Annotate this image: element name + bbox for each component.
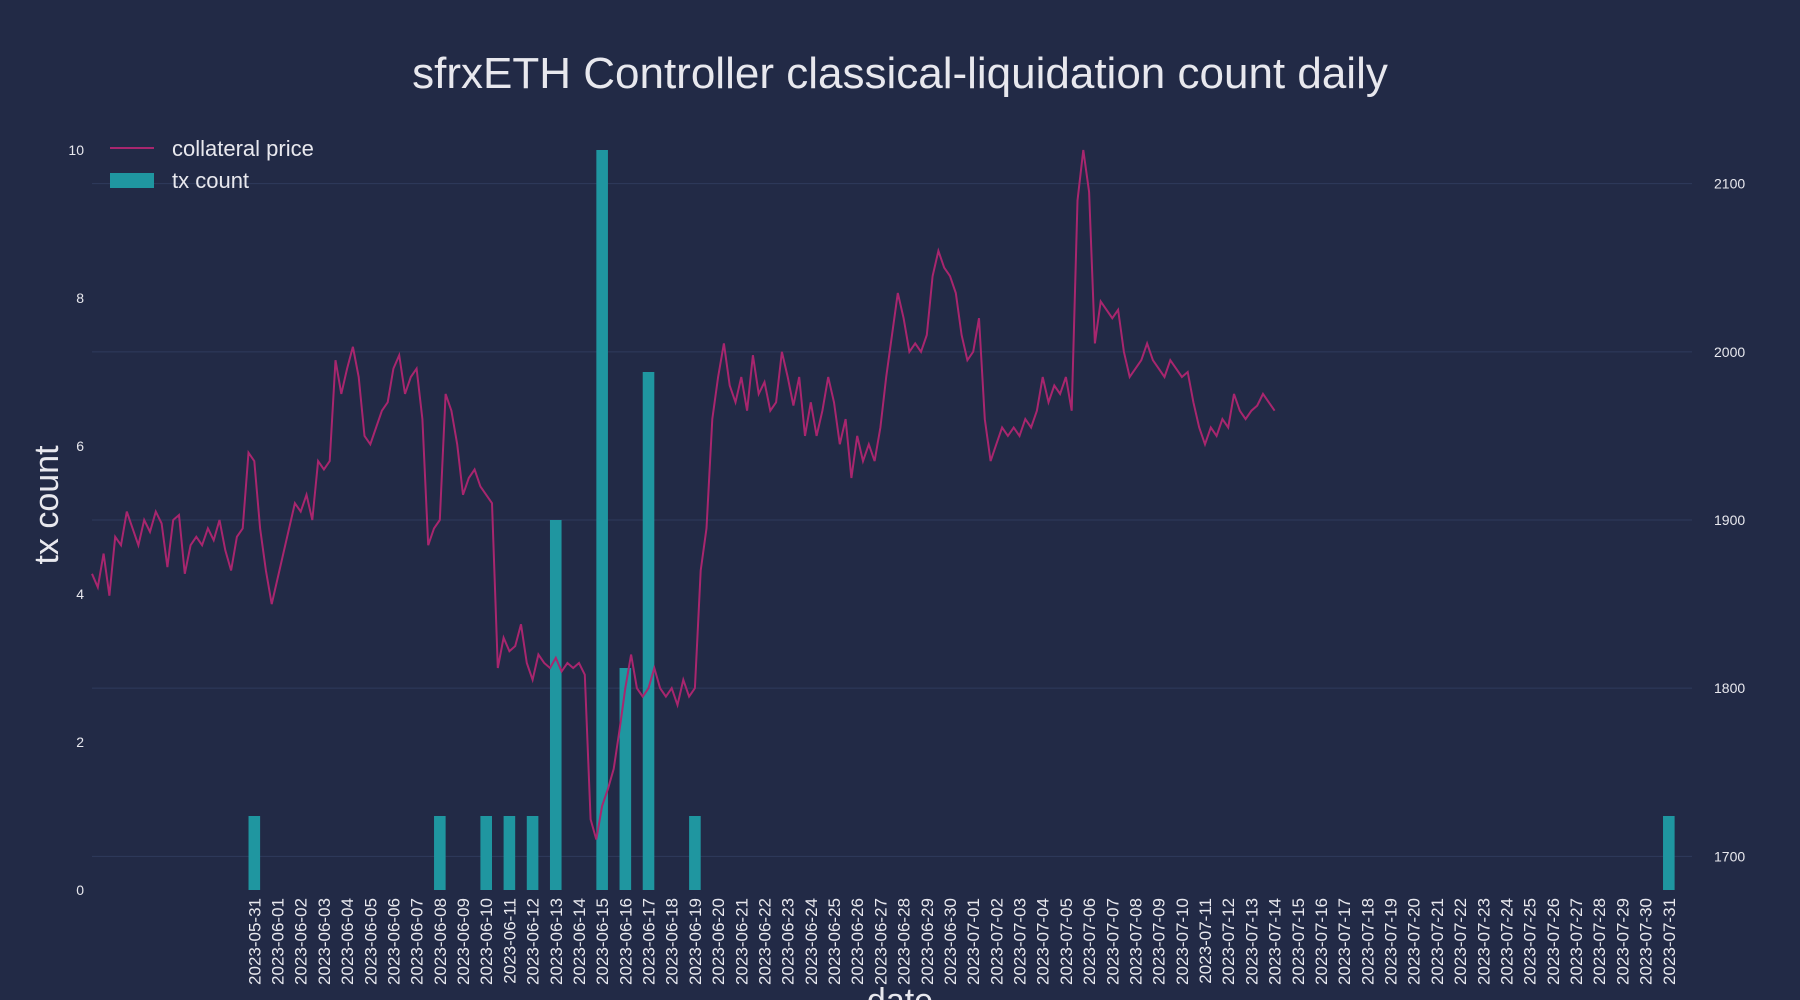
- x-ticks: 2023-05-31 2023-06-01 2023-06-02 2023-06-03…: [245, 898, 1679, 985]
- x-tick-label: 2023-07-23: [1474, 898, 1493, 985]
- x-tick-label: 2023-07-18: [1358, 898, 1377, 985]
- x-tick-label: 2023-06-30: [941, 898, 960, 985]
- x-tick-label: 2023-06-12: [524, 898, 543, 985]
- y-right-tick-label: 1900: [1714, 512, 1745, 528]
- x-tick-label: 2023-07-15: [1289, 898, 1308, 985]
- x-tick-label: 2023-06-16: [616, 898, 635, 985]
- x-tick-label: 2023-06-26: [848, 898, 867, 985]
- bar: [434, 816, 446, 890]
- right-y-ticks: 1700 1800 1900 2000 2100: [1714, 176, 1745, 865]
- y-right-tick-label: 2000: [1714, 344, 1745, 360]
- x-tick-label: 2023-05-31: [245, 898, 264, 985]
- x-tick-label: 2023-06-20: [709, 898, 728, 985]
- x-tick-label: 2023-06-10: [477, 898, 496, 985]
- bar-series-tx-count: [248, 150, 1675, 890]
- x-tick-label: 2023-06-02: [292, 898, 311, 985]
- x-tick-label: 2023-06-28: [895, 898, 914, 985]
- chart-title: sfrxETH Controller classical-liquidation…: [412, 49, 1388, 98]
- legend-bar-swatch: [110, 173, 154, 188]
- x-tick-label: 2023-07-03: [1011, 898, 1030, 985]
- x-tick-label: 2023-07-25: [1521, 898, 1540, 985]
- bar: [480, 816, 492, 890]
- x-tick-label: 2023-06-05: [361, 898, 380, 985]
- x-tick-label: 2023-07-10: [1173, 898, 1192, 985]
- x-tick-label: 2023-07-26: [1544, 898, 1563, 985]
- x-tick-label: 2023-07-16: [1312, 898, 1331, 985]
- x-tick-label: 2023-07-07: [1103, 898, 1122, 985]
- x-tick-label: 2023-07-30: [1637, 898, 1656, 985]
- y-left-tick-label: 10: [68, 142, 84, 158]
- y-right-tick-label: 1800: [1714, 680, 1745, 696]
- x-tick-label: 2023-07-27: [1567, 898, 1586, 985]
- x-axis-title: date: [867, 982, 933, 1000]
- legend-label-tx-count: tx count: [172, 168, 249, 193]
- x-tick-label: 2023-07-31: [1660, 898, 1679, 985]
- x-tick-label: 2023-06-01: [269, 898, 288, 985]
- x-tick-label: 2023-06-29: [918, 898, 937, 985]
- bar: [503, 816, 516, 890]
- x-tick-label: 2023-06-06: [384, 898, 403, 985]
- x-tick-label: 2023-07-06: [1080, 898, 1099, 985]
- x-tick-label: 2023-07-11: [1196, 898, 1215, 984]
- x-tick-label: 2023-06-09: [454, 898, 473, 985]
- x-tick-label: 2023-07-28: [1590, 898, 1609, 985]
- y-right-tick-label: 1700: [1714, 848, 1745, 864]
- legend-label-collateral-price: collateral price: [172, 136, 314, 161]
- bar: [1663, 816, 1675, 890]
- x-tick-label: 2023-06-03: [315, 898, 334, 985]
- x-tick-label: 2023-06-17: [640, 898, 659, 985]
- y-axis-title: tx count: [28, 445, 66, 565]
- x-tick-label: 2023-06-21: [732, 898, 751, 985]
- x-tick-label: 2023-07-01: [964, 898, 983, 985]
- x-tick-label: 2023-06-18: [663, 898, 682, 985]
- y-left-tick-label: 4: [76, 586, 84, 602]
- x-tick-label: 2023-07-13: [1242, 898, 1261, 985]
- x-tick-label: 2023-07-12: [1219, 898, 1238, 985]
- x-tick-label: 2023-06-04: [338, 898, 357, 985]
- y-right-tick-label: 2100: [1714, 176, 1745, 192]
- bar: [642, 372, 655, 890]
- y-left-tick-label: 6: [76, 438, 84, 454]
- x-tick-label: 2023-07-20: [1405, 898, 1424, 985]
- bar: [526, 816, 539, 890]
- left-y-ticks: 0 2 4 6 8 10: [68, 142, 84, 898]
- bar: [596, 150, 608, 890]
- x-tick-label: 2023-07-29: [1613, 898, 1632, 985]
- x-tick-label: 2023-06-08: [431, 898, 450, 985]
- x-tick-label: 2023-06-22: [756, 898, 775, 985]
- x-tick-label: 2023-07-05: [1057, 898, 1076, 985]
- grid: [92, 183, 1692, 857]
- x-tick-label: 2023-06-11: [500, 898, 519, 984]
- x-tick-label: 2023-06-13: [547, 898, 566, 985]
- y-left-tick-label: 8: [76, 290, 84, 306]
- x-tick-label: 2023-06-27: [871, 898, 890, 985]
- line-series-collateral-price: [91, 149, 1276, 840]
- x-tick-label: 2023-07-09: [1150, 898, 1169, 985]
- x-tick-label: 2023-07-19: [1382, 898, 1401, 985]
- x-tick-label: 2023-06-25: [825, 898, 844, 985]
- x-tick-label: 2023-06-07: [408, 898, 427, 985]
- bar: [248, 816, 261, 890]
- x-tick-label: 2023-07-14: [1266, 898, 1285, 985]
- bar: [619, 668, 632, 890]
- x-tick-label: 2023-07-22: [1451, 898, 1470, 985]
- x-tick-label: 2023-06-14: [570, 898, 589, 985]
- x-tick-label: 2023-07-17: [1335, 898, 1354, 985]
- x-tick-label: 2023-06-19: [686, 898, 705, 985]
- x-tick-label: 2023-07-21: [1428, 898, 1447, 985]
- legend: collateral price tx count: [110, 136, 314, 193]
- x-tick-label: 2023-06-15: [593, 898, 612, 985]
- x-tick-label: 2023-07-02: [987, 898, 1006, 985]
- x-tick-label: 2023-06-23: [779, 898, 798, 985]
- x-tick-label: 2023-07-24: [1498, 898, 1517, 985]
- bar: [689, 816, 701, 890]
- x-tick-label: 2023-07-08: [1127, 898, 1146, 985]
- y-left-tick-label: 2: [76, 734, 84, 750]
- bar: [549, 520, 562, 890]
- x-tick-label: 2023-07-04: [1034, 898, 1053, 985]
- x-tick-label: 2023-06-24: [802, 898, 821, 985]
- y-left-tick-label: 0: [76, 882, 84, 898]
